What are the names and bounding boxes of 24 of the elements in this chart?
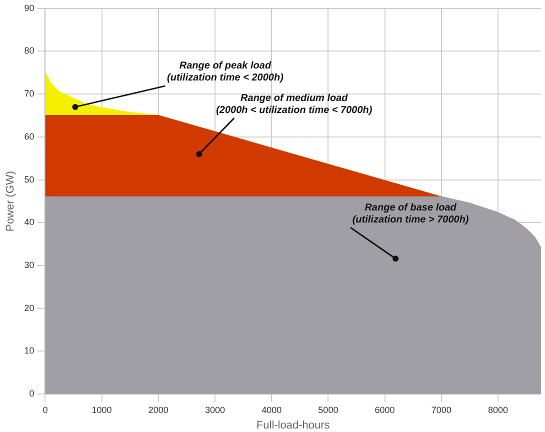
x-tick-label: 0 bbox=[42, 404, 48, 415]
y-tick-label: 50 bbox=[24, 174, 34, 184]
y-tick-label: 20 bbox=[24, 302, 34, 313]
x-tick-label: 6000 bbox=[374, 404, 395, 415]
y-tick-label: 0 bbox=[29, 388, 34, 398]
x-tick-label: 7000 bbox=[431, 404, 452, 415]
y-tick-label: 10 bbox=[24, 346, 34, 356]
y-axis-title: Power (GW) bbox=[4, 170, 17, 232]
y-tick-label: 40 bbox=[24, 217, 34, 228]
x-axis-title: Full-load-hours bbox=[256, 419, 330, 432]
y-tick-label: 90 bbox=[24, 2, 34, 13]
y-tick-label: 30 bbox=[24, 260, 34, 270]
x-tick-label: 8000 bbox=[488, 404, 508, 415]
y-tick-label: 70 bbox=[24, 88, 34, 99]
y-tick-label: 60 bbox=[24, 131, 34, 142]
x-tick-label: 1000 bbox=[92, 404, 112, 415]
x-tick-label: 5000 bbox=[318, 404, 338, 415]
x-tick-label: 3000 bbox=[204, 404, 226, 415]
y-tick-label: 80 bbox=[24, 46, 34, 56]
annotation: Range of peak load (utilization time < 2000h) bbox=[166, 60, 284, 84]
x-tick-label: 4000 bbox=[262, 404, 282, 415]
annotation: Range of medium load (2000h < utilization time < 7000h) bbox=[216, 92, 373, 116]
annotation: Range of base load (utilization time > 7000h) bbox=[352, 202, 470, 226]
x-tick-label: 2000 bbox=[148, 404, 168, 415]
